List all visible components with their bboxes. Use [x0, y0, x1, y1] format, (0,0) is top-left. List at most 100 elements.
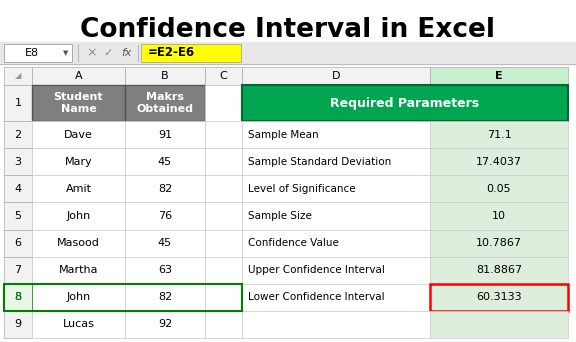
Text: 5: 5: [14, 211, 21, 221]
Text: Amit: Amit: [66, 184, 92, 194]
Text: ×: ×: [87, 47, 97, 60]
Bar: [4, 284, 32, 311]
Bar: [32, 67, 125, 85]
Bar: [205, 256, 242, 284]
Bar: [141, 44, 241, 62]
Bar: [430, 175, 568, 202]
Text: Masood: Masood: [57, 238, 100, 248]
Bar: [4, 67, 32, 85]
Bar: [205, 175, 242, 202]
Text: E8: E8: [25, 48, 39, 58]
Bar: [205, 202, 242, 229]
Text: Makrs
Obtained: Makrs Obtained: [137, 92, 194, 114]
Text: 60.3133: 60.3133: [476, 292, 522, 302]
Text: ✓: ✓: [103, 48, 113, 58]
Text: Dave: Dave: [64, 130, 93, 140]
Text: ◢: ◢: [15, 71, 21, 80]
Text: John: John: [66, 292, 90, 302]
Text: 8: 8: [14, 292, 21, 302]
Text: 76: 76: [158, 211, 172, 221]
Bar: [242, 121, 430, 148]
Text: 9: 9: [14, 319, 21, 329]
Bar: [4, 229, 32, 256]
Bar: [125, 175, 205, 202]
Bar: [4, 256, 32, 284]
Text: 81.8867: 81.8867: [476, 265, 522, 275]
Text: ▼: ▼: [63, 50, 69, 56]
Text: 92: 92: [158, 319, 172, 329]
Bar: [32, 121, 125, 148]
Text: Sample Standard Deviation: Sample Standard Deviation: [248, 157, 391, 167]
Bar: [32, 256, 125, 284]
Bar: [4, 202, 32, 229]
Bar: [125, 284, 205, 311]
Text: 45: 45: [158, 238, 172, 248]
Text: 82: 82: [158, 184, 172, 194]
Text: 8: 8: [14, 292, 21, 302]
Text: 82: 82: [158, 292, 172, 302]
Text: Martha: Martha: [59, 265, 98, 275]
Bar: [205, 311, 242, 338]
Bar: [205, 148, 242, 175]
Bar: [125, 311, 205, 338]
Text: Student
Name: Student Name: [54, 92, 103, 114]
Text: Required Parameters: Required Parameters: [331, 96, 480, 109]
Text: Level of Significance: Level of Significance: [248, 184, 355, 194]
Text: fx: fx: [121, 48, 131, 58]
Text: 17.4037: 17.4037: [476, 157, 522, 167]
Bar: [125, 202, 205, 229]
Bar: [4, 284, 32, 311]
Text: 0.05: 0.05: [487, 184, 511, 194]
Bar: [205, 284, 242, 311]
Text: 71.1: 71.1: [487, 130, 511, 140]
Text: 3: 3: [14, 157, 21, 167]
Bar: [125, 85, 205, 121]
Bar: [32, 175, 125, 202]
Bar: [32, 202, 125, 229]
Text: Confidence Interval in Excel: Confidence Interval in Excel: [81, 17, 495, 43]
Bar: [430, 311, 568, 338]
Text: 2: 2: [14, 130, 21, 140]
Text: A: A: [75, 71, 82, 81]
Bar: [430, 121, 568, 148]
Bar: [32, 311, 125, 338]
Bar: [4, 311, 32, 338]
Bar: [4, 85, 32, 121]
Bar: [125, 67, 205, 85]
Bar: [205, 229, 242, 256]
Bar: [32, 85, 125, 121]
Bar: [242, 311, 430, 338]
Bar: [205, 67, 242, 85]
Text: Sample Size: Sample Size: [248, 211, 312, 221]
Text: C: C: [219, 71, 228, 81]
Bar: [32, 229, 125, 256]
Text: Lower Confidence Interval: Lower Confidence Interval: [248, 292, 385, 302]
Bar: [430, 256, 568, 284]
Bar: [4, 284, 242, 311]
Text: B: B: [161, 71, 169, 81]
Bar: [125, 121, 205, 148]
Bar: [125, 148, 205, 175]
Bar: [32, 284, 125, 311]
Bar: [205, 85, 242, 121]
Bar: [242, 284, 430, 311]
Text: D: D: [332, 71, 340, 81]
Bar: [430, 67, 568, 85]
Text: =E2-E6: =E2-E6: [148, 47, 195, 60]
Bar: [0, 42, 576, 64]
Bar: [125, 229, 205, 256]
Bar: [4, 175, 32, 202]
Bar: [4, 148, 32, 175]
Bar: [430, 284, 568, 311]
Bar: [32, 148, 125, 175]
Text: 91: 91: [158, 130, 172, 140]
Bar: [4, 44, 72, 62]
Bar: [4, 121, 32, 148]
Bar: [125, 256, 205, 284]
Bar: [430, 229, 568, 256]
Text: E: E: [495, 71, 503, 81]
Text: Sample Mean: Sample Mean: [248, 130, 319, 140]
Text: 1: 1: [14, 98, 21, 108]
Text: 45: 45: [158, 157, 172, 167]
Text: 6: 6: [14, 238, 21, 248]
